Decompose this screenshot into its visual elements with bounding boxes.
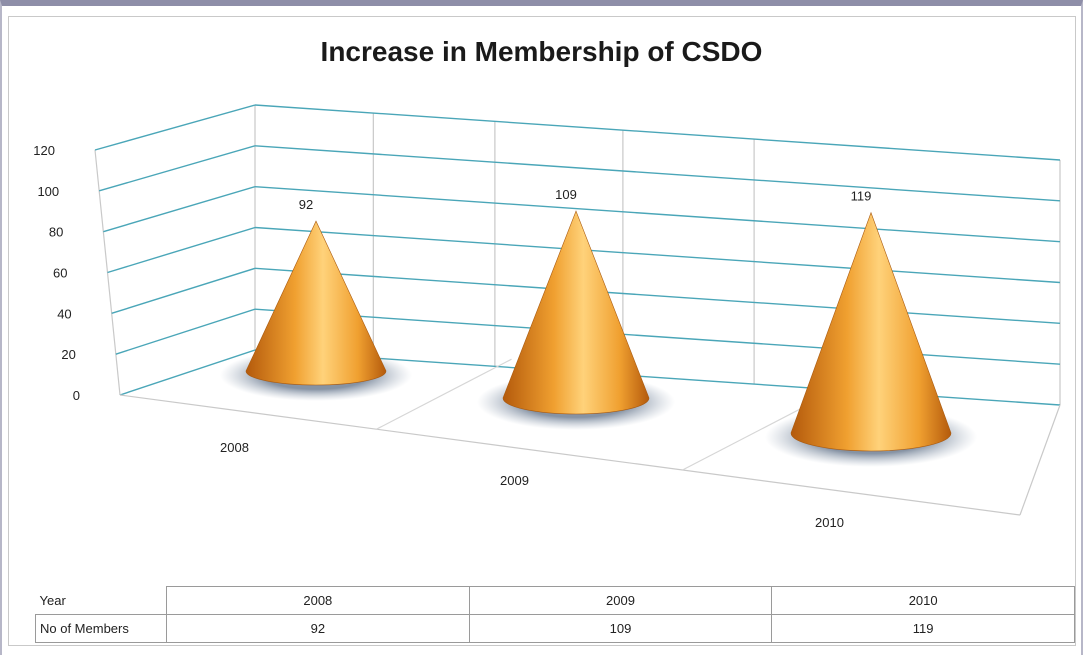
back-wall-gridline	[254, 267, 1061, 325]
x-tick-label: 2010	[815, 515, 844, 530]
side-wall-gridline	[94, 104, 256, 151]
y-tick-label: 40	[57, 306, 71, 321]
year-cell: 2009	[468, 586, 773, 615]
side-wall-gridline	[107, 226, 256, 274]
y-tick-label: 20	[61, 347, 75, 362]
data-table-row: No of Members 92 109 119	[35, 614, 1075, 643]
floor-divider	[376, 358, 512, 430]
chart-title: Increase in Membership of CSDO	[320, 36, 763, 67]
side-wall-gridline	[103, 185, 256, 233]
x-tick-label: 2009	[500, 473, 529, 488]
members-cell: 119	[771, 614, 1075, 643]
data-label: 119	[851, 189, 872, 204]
y-tick-label: 100	[37, 184, 59, 199]
back-wall-gridline	[254, 308, 1061, 365]
year-header: Year	[35, 586, 167, 615]
floor-front-edge	[119, 394, 1021, 516]
cone-bar	[790, 211, 952, 452]
cone-bar	[245, 220, 387, 386]
side-wall-gridline	[115, 308, 256, 355]
year-cell: 2010	[771, 586, 1075, 615]
x-tick-label: 2008	[220, 440, 249, 455]
side-wall-gridline	[119, 349, 256, 396]
data-label: 109	[555, 187, 577, 202]
y-tick-label: 0	[73, 388, 80, 403]
back-wall-gridline	[254, 104, 1061, 161]
floor-divider	[682, 399, 818, 471]
y-tick-label: 80	[49, 225, 63, 240]
back-wall-gridline	[254, 145, 1061, 202]
back-wall-gridline	[254, 226, 1061, 284]
floor-right-edge	[1019, 404, 1061, 516]
members-cell: 109	[468, 614, 773, 643]
y-tick-label: 60	[53, 266, 67, 281]
y-tick-label: 120	[33, 143, 55, 158]
back-wall-gridline	[254, 185, 1061, 243]
side-wall-gridline	[98, 145, 256, 192]
cone-chart: 0 20 40 60 80 100 120 2008 2009 2010 92 109 119	[33, 104, 1061, 530]
data-label: 92	[299, 197, 313, 212]
cone-bar	[502, 210, 650, 415]
members-cell: 92	[166, 614, 470, 643]
side-wall-gridline	[111, 267, 256, 315]
data-table-header-row: Year 2008 2009 2010	[35, 586, 1075, 615]
year-cell: 2008	[166, 586, 470, 615]
members-row-label: No of Members	[35, 614, 167, 643]
data-table: Year 2008 2009 2010 No of Members 92 109…	[35, 586, 1075, 643]
chart-panel	[8, 16, 1076, 646]
